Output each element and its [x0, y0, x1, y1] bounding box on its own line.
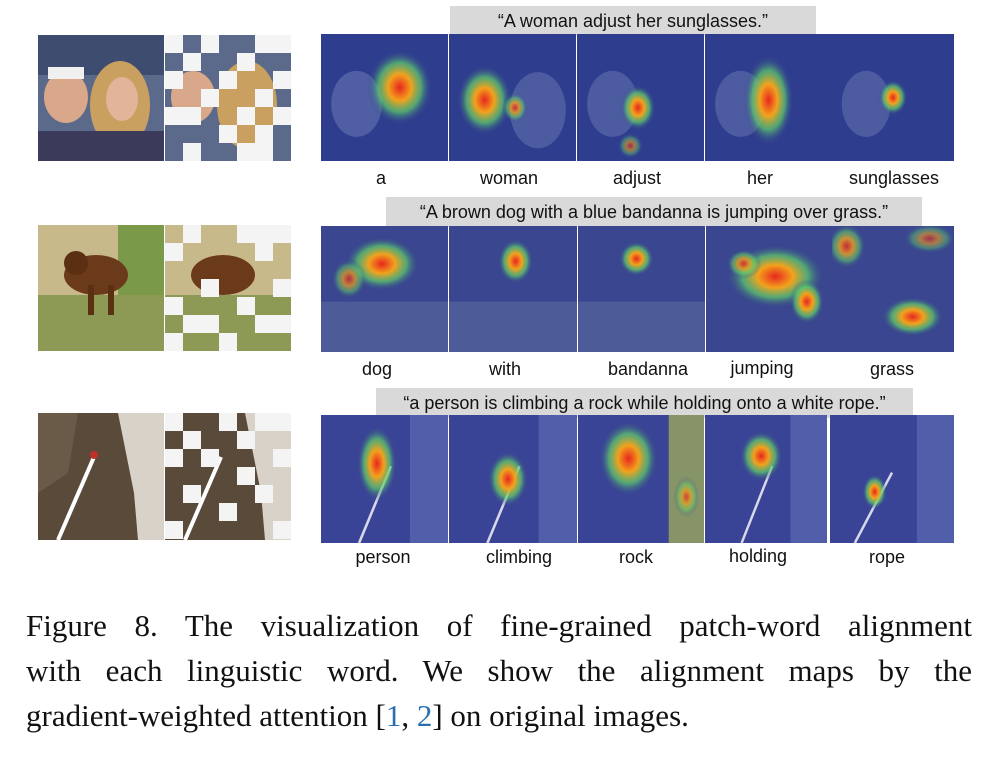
masked-image-dog: [165, 225, 291, 351]
citation-link-2[interactable]: 2: [416, 698, 433, 733]
word-label: person: [355, 547, 411, 567]
original-image-dog: [38, 225, 164, 351]
word-label: rock: [618, 547, 653, 567]
figure-caption: Figure 8. The visualization of fine-grai…: [26, 603, 972, 738]
sentence-box: “a person is climbing a rock while holdi…: [376, 388, 913, 418]
original-image-climber: [38, 413, 164, 540]
heatmap-dog: [321, 226, 448, 352]
heatmap-woman: [449, 34, 576, 161]
masked-image-climber: [165, 413, 291, 540]
figure-row-2: “A brown dog with a blue bandanna is jum…: [38, 197, 954, 379]
heatmap-rope: [830, 415, 954, 543]
heatmap-rock: [578, 415, 704, 543]
word-label: her: [746, 168, 773, 188]
word-label: dog: [361, 359, 393, 379]
word-label: adjust: [612, 168, 662, 188]
word-label: a: [375, 168, 386, 188]
word-label: woman: [479, 168, 539, 188]
sentence-box: “A woman adjust her sunglasses.”: [450, 6, 816, 36]
word-label: sunglasses: [848, 168, 940, 188]
heatmap-sunglasses: [832, 34, 954, 161]
caption-line-3: gradient-weighted attention [1, 2] on or…: [26, 693, 972, 738]
heatmap-grass: [832, 226, 954, 352]
original-image-woman: [38, 35, 164, 161]
heatmap-holding: [705, 415, 827, 543]
caption-line-2: with each linguistic word. We show the a…: [26, 653, 972, 688]
heatmap-person: [321, 415, 448, 543]
word-label: grass: [869, 359, 914, 379]
word-label: with: [488, 359, 521, 379]
word-label: climbing: [485, 547, 553, 567]
heatmap-a: [321, 34, 448, 161]
heatmap-climbing: [449, 415, 577, 543]
masked-image-woman: [165, 35, 291, 161]
caption-line-1: Figure 8. The visualization of fine-grai…: [26, 608, 972, 643]
citation-link-1[interactable]: 1: [385, 698, 402, 733]
word-label: holding: [728, 546, 788, 566]
figure-row-1: “A woman adjust her sunglasses.”: [0, 0, 998, 200]
caption-line-3-end: ] on original images.: [432, 698, 689, 733]
heatmap-her: [705, 34, 832, 161]
heatmap-with: [449, 226, 577, 352]
figure-row-3: “a person is climbing a rock while holdi…: [38, 388, 954, 567]
word-label: rope: [868, 547, 906, 567]
heatmap-adjust: [577, 34, 704, 161]
sentence-box: “A brown dog with a blue bandanna is jum…: [386, 197, 922, 227]
word-label: jumping: [730, 358, 794, 378]
word-label: bandanna: [607, 359, 689, 379]
citation-separator: ,: [401, 698, 417, 733]
heatmap-jumping: [706, 226, 832, 352]
heatmap-bandanna: [578, 226, 705, 352]
caption-line-3-start: gradient-weighted attention [: [26, 698, 386, 733]
